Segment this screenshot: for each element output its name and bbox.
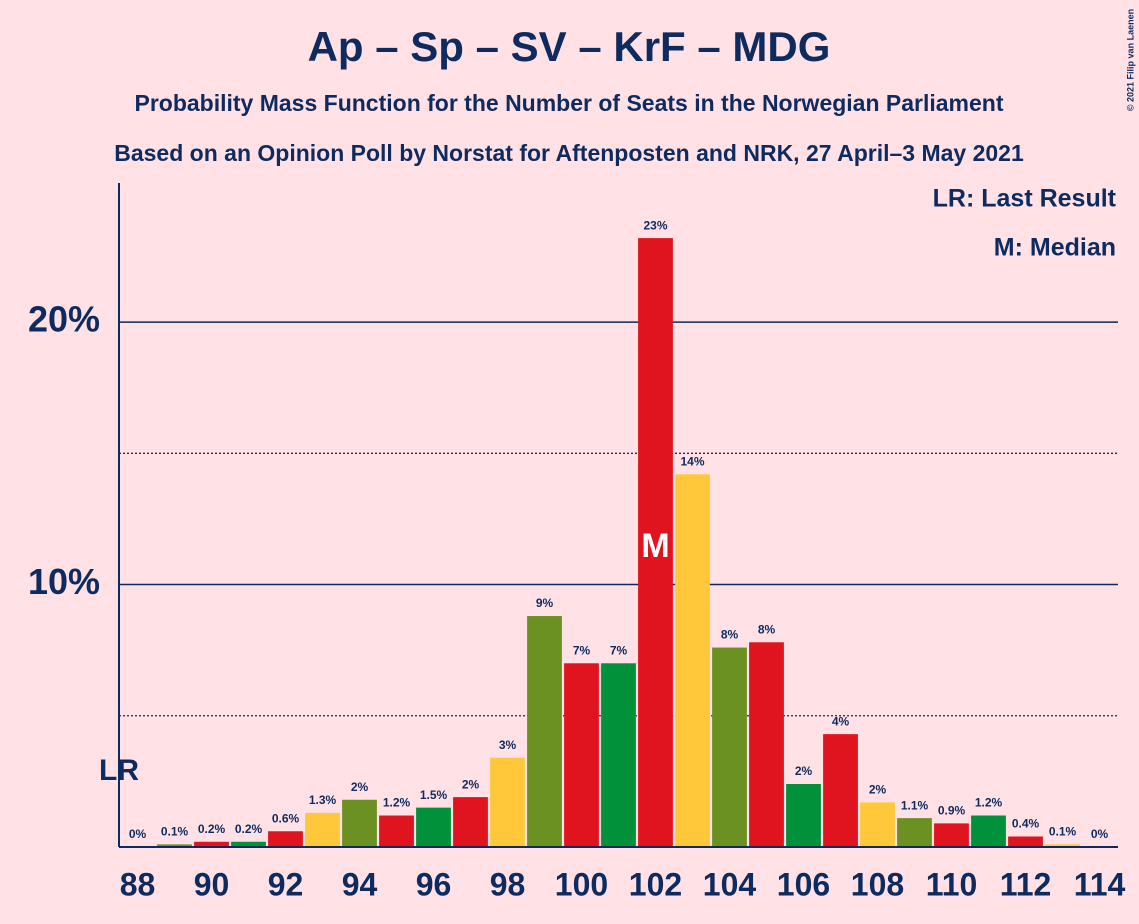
value-label: 2% xyxy=(795,764,813,778)
value-label: 1.2% xyxy=(383,796,411,810)
bar xyxy=(971,815,1006,847)
bar xyxy=(527,616,562,847)
bar xyxy=(379,815,414,847)
x-tick-label: 112 xyxy=(1000,866,1052,902)
value-label: 2% xyxy=(351,780,369,794)
bar xyxy=(675,474,710,847)
bar xyxy=(860,802,895,847)
bar xyxy=(823,734,858,847)
value-label: 8% xyxy=(721,628,739,642)
x-tick-label: 96 xyxy=(416,866,452,902)
chart-subtitle: Probability Mass Function for the Number… xyxy=(134,90,1003,116)
bar xyxy=(897,818,932,847)
chart-subtitle: Based on an Opinion Poll by Norstat for … xyxy=(114,140,1024,166)
value-label: 3% xyxy=(499,738,517,752)
bar xyxy=(749,642,784,847)
x-tick-label: 98 xyxy=(490,866,526,902)
bar xyxy=(1008,836,1043,847)
x-tick-label: 104 xyxy=(703,866,757,902)
value-label: 7% xyxy=(610,643,628,657)
value-label: 1.2% xyxy=(975,796,1003,810)
bar xyxy=(712,647,747,847)
x-tick-label: 90 xyxy=(194,866,230,902)
value-label: 23% xyxy=(643,218,667,232)
value-label: 1.3% xyxy=(309,793,337,807)
bar xyxy=(638,238,673,847)
value-label: 0.2% xyxy=(198,822,226,836)
bar xyxy=(453,797,488,847)
value-label: 9% xyxy=(536,596,554,610)
x-tick-label: 114 xyxy=(1074,866,1126,902)
bar xyxy=(490,757,525,847)
value-label: 0.4% xyxy=(1012,817,1040,831)
value-label: 4% xyxy=(832,714,850,728)
value-label: 8% xyxy=(758,622,776,636)
value-label: 0.9% xyxy=(938,804,966,818)
bar xyxy=(305,812,340,847)
value-label: 0% xyxy=(129,827,147,841)
bar xyxy=(157,844,192,847)
value-label: 2% xyxy=(869,783,887,797)
value-label: 0% xyxy=(1091,827,1109,841)
bar xyxy=(564,663,599,847)
bar xyxy=(231,841,266,847)
last-result-marker: LR xyxy=(99,754,139,787)
value-label: 0.1% xyxy=(1049,825,1077,839)
x-tick-label: 92 xyxy=(268,866,304,902)
value-label: 7% xyxy=(573,643,591,657)
bar xyxy=(934,823,969,847)
bar xyxy=(342,799,377,847)
value-label: 1.5% xyxy=(420,788,448,802)
y-tick-label: 10% xyxy=(28,561,100,602)
bar xyxy=(416,807,451,847)
y-tick-label: 20% xyxy=(28,299,100,340)
value-label: 0.1% xyxy=(161,825,189,839)
value-label: 1.1% xyxy=(901,798,929,812)
median-marker: M xyxy=(641,527,669,565)
x-tick-label: 106 xyxy=(777,866,830,902)
bar xyxy=(786,784,821,847)
x-tick-label: 110 xyxy=(926,866,978,902)
x-tick-label: 88 xyxy=(120,866,156,902)
copyright: © 2021 Filip van Laenen xyxy=(1125,9,1135,111)
bar xyxy=(268,831,303,847)
value-label: 14% xyxy=(680,454,704,468)
x-tick-label: 94 xyxy=(342,866,378,902)
bar xyxy=(1045,844,1080,847)
legend-entry: M: Median xyxy=(994,234,1116,262)
value-label: 0.2% xyxy=(235,822,263,836)
legend-entry: LR: Last Result xyxy=(933,185,1117,213)
x-tick-label: 102 xyxy=(629,866,682,902)
x-tick-label: 108 xyxy=(851,866,904,902)
value-label: 0.6% xyxy=(272,811,300,825)
x-tick-label: 100 xyxy=(555,866,608,902)
chart-title: Ap – Sp – SV – KrF – MDG xyxy=(308,23,831,70)
bar xyxy=(601,663,636,847)
value-label: 2% xyxy=(462,777,480,791)
bar xyxy=(194,841,229,847)
